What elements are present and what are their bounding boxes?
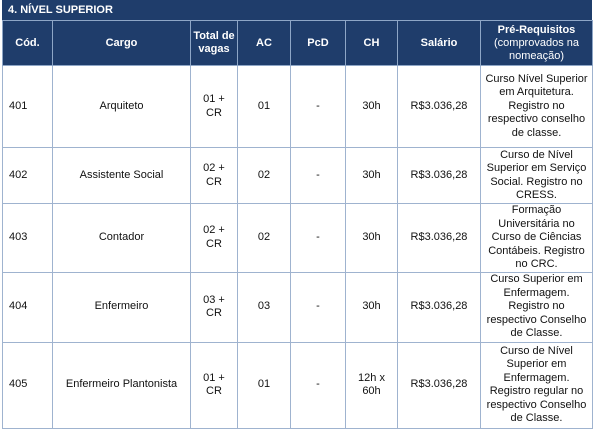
- table-cell: Formação Universitária no Curso de Ciênc…: [480, 203, 593, 273]
- table-cell: 02 + CR: [190, 147, 238, 204]
- table-cell: 02: [237, 147, 291, 204]
- prereq-note: (comprovados na nomeação): [494, 36, 579, 62]
- table-row: 401 Arquiteto 01 + CR 01-30h R$3.036,28 Curso…: [2, 65, 593, 148]
- table-cell: 12h x 60h: [345, 341, 398, 429]
- table-cell: Enfermeiro Plantonista: [52, 341, 191, 429]
- table-row: 402 Assistente Social 02 + CR 02-30h R$3.036…: [2, 147, 593, 204]
- header-cell: CH: [345, 20, 398, 66]
- table-cell: 01 + CR: [190, 341, 238, 429]
- table-cell: 03 + CR: [190, 271, 238, 343]
- table-cell: Curso de Nível Superior em Enfermagem. R…: [480, 341, 593, 429]
- table-cell: 01 + CR: [190, 65, 238, 148]
- table-cell: 02 + CR: [190, 203, 238, 273]
- table-cell: R$3.036,28: [397, 341, 481, 429]
- table-cell: Contador: [52, 203, 191, 273]
- section-title: 4. NÍVEL SUPERIOR: [2, 0, 592, 20]
- table-cell: 401: [2, 65, 53, 148]
- table-body: 401 Arquiteto 01 + CR 01-30h R$3.036,28 Curso…: [2, 65, 593, 429]
- table-cell: 405: [2, 341, 53, 429]
- header-cell: Salário: [397, 20, 481, 66]
- table-cell: Curso Superior em Enfermagem. Registro n…: [480, 271, 593, 343]
- table-cell: Assistente Social: [52, 147, 191, 204]
- header-cell: PcD: [290, 20, 346, 66]
- table-cell: R$3.036,28: [397, 147, 481, 204]
- vacancy-table: Cód. Cargo Total de vagas AC PcD CH Salário Pré…: [2, 20, 593, 429]
- header-cell: Total de vagas: [190, 20, 238, 66]
- header-cell: Cargo: [52, 20, 191, 66]
- header-row: Cód. Cargo Total de vagas AC PcD CH Salário Pré…: [2, 20, 593, 66]
- table-cell: 01: [237, 341, 291, 429]
- table-cell: Arquiteto: [52, 65, 191, 148]
- table-cell: 30h: [345, 203, 398, 273]
- header-cell: Cód.: [2, 20, 53, 66]
- prereq-title: Pré-Requisitos: [497, 23, 576, 36]
- table-row: 404 Enfermeiro 03 + CR 03-30h R$3.036,28 Curs…: [2, 271, 593, 343]
- table-cell: 30h: [345, 147, 398, 204]
- table-cell: 402: [2, 147, 53, 204]
- table-cell: R$3.036,28: [397, 271, 481, 343]
- table-cell: 30h: [345, 271, 398, 343]
- table-cell: -: [290, 271, 346, 343]
- table-cell: -: [290, 65, 346, 148]
- header-cell: Pré-Requisitos (comprovados na nomeação): [480, 20, 593, 66]
- table-cell: 30h: [345, 65, 398, 148]
- table-cell: R$3.036,28: [397, 65, 481, 148]
- table-row: 403 Contador 02 + CR 02-30h R$3.036,28 Formaç…: [2, 203, 593, 273]
- table-row: 405 Enfermeiro Plantonista 01 + CR 01-12h x…: [2, 341, 593, 429]
- table-cell: 02: [237, 203, 291, 273]
- table-cell: 404: [2, 271, 53, 343]
- table-cell: Curso Nível Superior em Arquitetura. Reg…: [480, 65, 593, 148]
- table-cell: 403: [2, 203, 53, 273]
- table-cell: R$3.036,28: [397, 203, 481, 273]
- table-cell: -: [290, 147, 346, 204]
- table-cell: 03: [237, 271, 291, 343]
- header-cell: AC: [237, 20, 291, 66]
- table-cell: Enfermeiro: [52, 271, 191, 343]
- table-cell: Curso de Nível Superior em Serviço Socia…: [480, 147, 593, 204]
- table-cell: -: [290, 341, 346, 429]
- table-cell: 01: [237, 65, 291, 148]
- table-cell: -: [290, 203, 346, 273]
